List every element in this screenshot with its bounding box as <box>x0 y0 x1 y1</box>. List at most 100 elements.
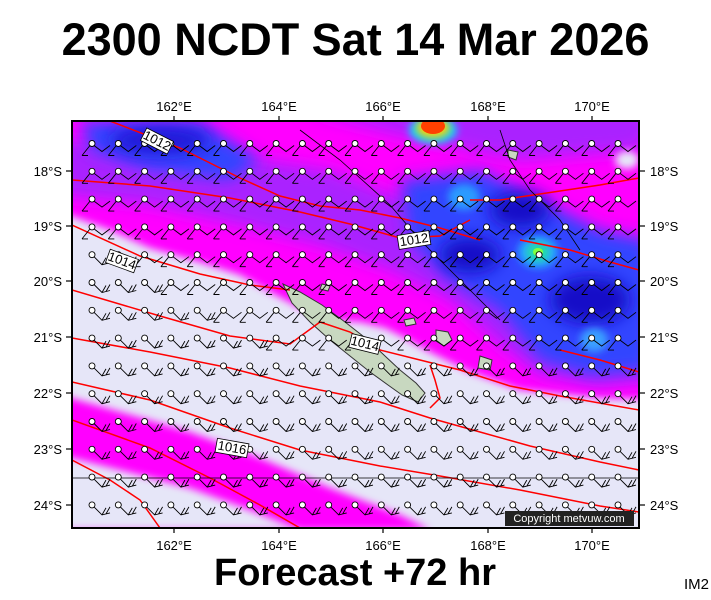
wind-barb <box>614 473 637 488</box>
wind-barb <box>588 362 611 377</box>
wind-barb <box>581 279 610 295</box>
wind-barb <box>528 251 558 268</box>
wind-barb <box>370 251 400 268</box>
wind-barb <box>88 445 111 460</box>
wind-barb <box>370 279 400 295</box>
wind-barb <box>220 390 242 405</box>
wind-barb <box>141 362 163 377</box>
wind-barb <box>265 251 295 268</box>
wind-barb <box>456 501 479 516</box>
wind-barb <box>528 140 558 156</box>
wind-barb <box>555 306 584 323</box>
wind-barb <box>509 473 532 488</box>
wind-barb <box>502 279 532 295</box>
wind-barb <box>239 195 269 212</box>
wind-barb <box>404 362 426 377</box>
lat-label: 24°S <box>650 498 679 513</box>
wind-barb <box>561 418 584 432</box>
wind-barb <box>561 445 584 460</box>
wind-barb <box>193 334 216 349</box>
wind-barb <box>114 362 137 377</box>
wind-barb <box>325 362 348 377</box>
wind-barb <box>456 390 479 405</box>
wind-barb <box>561 362 584 377</box>
wind-barb <box>239 279 269 295</box>
wind-barb <box>581 195 610 212</box>
wind-barb <box>160 195 190 212</box>
wind-barb <box>114 501 137 516</box>
wind-barb <box>377 501 400 516</box>
wind-barb <box>272 473 295 488</box>
wind-barb <box>292 140 321 156</box>
wind-barb <box>239 306 269 323</box>
wind-barb <box>430 362 453 377</box>
wind-barb <box>88 306 111 321</box>
wind-barb <box>114 418 137 432</box>
wind-barb <box>344 251 374 268</box>
wind-barb <box>298 418 321 432</box>
wind-barb <box>239 140 269 156</box>
wind-barb <box>423 306 453 323</box>
wind-barb <box>502 140 532 156</box>
wind-barb <box>272 390 295 405</box>
wind-barb <box>344 195 374 212</box>
wind-barb <box>449 334 479 351</box>
wind-barb <box>509 445 532 460</box>
wind-barb <box>134 195 163 212</box>
wind-barb <box>107 167 137 184</box>
wind-barb <box>555 334 584 351</box>
wind-barb <box>298 445 321 460</box>
wind-barb <box>607 140 637 156</box>
wind-barb <box>449 223 479 240</box>
copyright-box: Copyright metvuw.com <box>505 511 634 526</box>
wind-barb <box>298 473 321 488</box>
wind-barb <box>220 473 242 488</box>
wind-barb <box>535 362 558 377</box>
wind-barb <box>483 418 505 432</box>
wind-barb <box>167 501 190 516</box>
wind-barb <box>430 501 453 516</box>
wind-barb <box>88 334 111 349</box>
wind-barb <box>377 362 400 377</box>
wind-barb <box>292 223 321 240</box>
wind-barb <box>607 279 637 295</box>
wind-barb <box>476 167 505 184</box>
wind-barb <box>555 167 584 184</box>
wind-barb <box>292 251 321 268</box>
wind-barb <box>107 140 137 156</box>
wind-barb <box>265 223 295 240</box>
wind-barb <box>88 390 111 405</box>
wind-barb <box>265 140 295 156</box>
wind-barb <box>141 390 163 405</box>
wind-barb <box>404 445 426 460</box>
wind-barb <box>141 306 163 321</box>
wind-barb <box>476 140 505 156</box>
wind-barb <box>449 167 479 184</box>
wind-barb <box>555 140 584 156</box>
wind-barb <box>318 306 347 323</box>
wind-barb <box>141 334 163 349</box>
wind-barb <box>509 418 532 432</box>
wind-barb <box>397 279 426 295</box>
wind-barb <box>265 334 295 351</box>
wind-barb <box>535 418 558 432</box>
wind-barb <box>272 418 295 432</box>
wind-barb <box>193 473 216 488</box>
wind-barb <box>423 167 453 184</box>
wind-barb <box>397 195 426 212</box>
wind-barb <box>370 140 400 156</box>
wind-barb <box>134 167 163 184</box>
wind-barb <box>528 167 558 184</box>
wind-barb <box>160 251 190 268</box>
wind-barb <box>588 445 611 460</box>
wind-barb <box>423 195 453 212</box>
lat-labels-right: 18°S 19°S 20°S 21°S 22°S 23°S 24°S <box>650 164 679 513</box>
wind-barb <box>351 501 374 516</box>
wind-barb <box>246 334 269 349</box>
wind-barb <box>344 140 374 156</box>
wind-barb <box>193 306 216 321</box>
lon-label: 166°E <box>365 99 401 114</box>
wind-barb <box>588 418 611 432</box>
wind-barb <box>167 445 190 460</box>
wind-barb <box>246 390 269 405</box>
